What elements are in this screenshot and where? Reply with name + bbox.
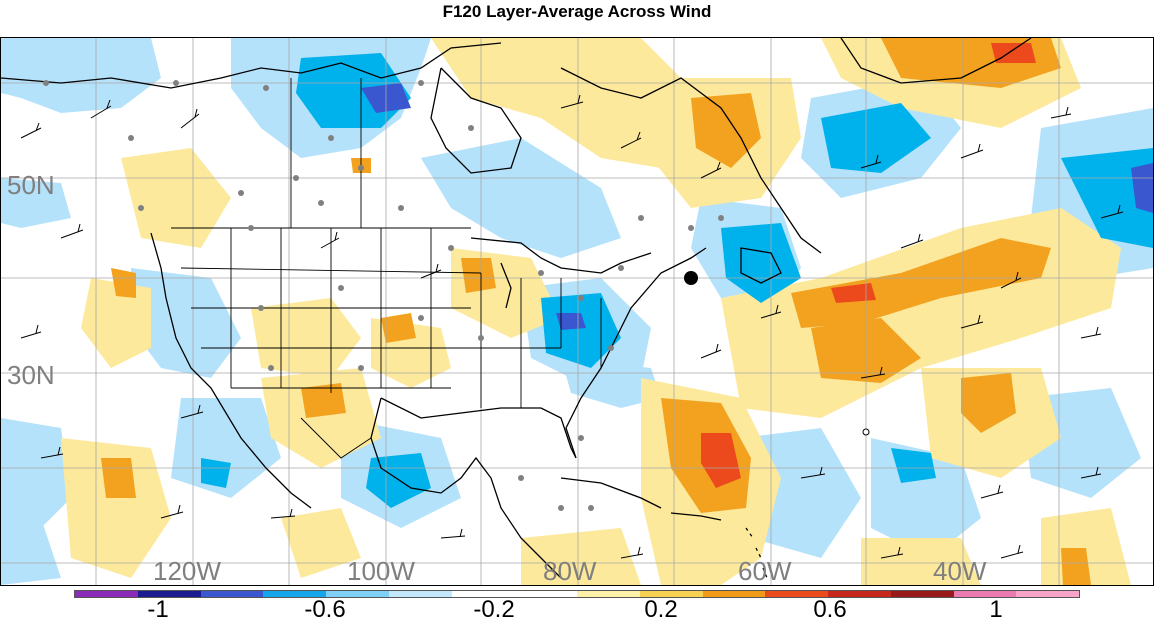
lon-label-100w: 100W [347, 556, 415, 586]
graticule [1, 38, 1153, 585]
open-station [862, 428, 870, 436]
colorbar-segment [953, 591, 1017, 597]
station-markers [43, 80, 724, 511]
colorbar-segment [200, 591, 264, 597]
lat-label-30n: 30N [7, 360, 55, 390]
state-borders [171, 78, 602, 459]
colorbar-segment [388, 591, 452, 597]
colorbar-segment [326, 591, 389, 597]
lat-label-50n: 50N [7, 170, 55, 200]
colorbar-segment [1016, 591, 1079, 597]
colorbar-label-0-6: 0.6 [813, 596, 847, 623]
map-panel: 50N 30N 120W 100W 80W 60W 40W [0, 37, 1154, 586]
wind-barbs [20, 94, 1124, 559]
colorbar [74, 590, 1080, 598]
colorbar-segment [75, 591, 138, 597]
coastlines [1, 38, 1032, 579]
chart-title: F120 Layer-Average Across Wind [442, 2, 712, 21]
colorbar-segment [577, 591, 640, 597]
colorbar-segment [765, 591, 828, 597]
shading-pos-strong [701, 43, 1036, 488]
colorbar-segment [702, 591, 766, 597]
lon-label-60w: 60W [738, 556, 792, 586]
lon-label-120w: 120W [153, 556, 221, 586]
colorbar-segment [263, 591, 326, 597]
colorbar-label-1: 1 [989, 596, 1003, 623]
colorbar-segment [890, 591, 954, 597]
highlight-station [684, 271, 698, 285]
lon-label-40w: 40W [933, 556, 987, 586]
colorbar-segment [639, 591, 703, 597]
colorbar-segment [828, 591, 891, 597]
colorbar-segment [451, 591, 515, 597]
map-canvas [1, 38, 1153, 585]
colorbar-segment [137, 591, 201, 597]
colorbar-segment [514, 591, 577, 597]
colorbar-label-0-2: 0.2 [644, 596, 678, 623]
colorbar-label-minus-1: -1 [147, 596, 169, 623]
shading-neg-strong [361, 83, 1153, 330]
lon-label-80w: 80W [543, 556, 597, 586]
colorbar-label-minus-0-6: -0.6 [304, 596, 346, 623]
colorbar-label-minus-0-2: -0.2 [473, 596, 515, 623]
